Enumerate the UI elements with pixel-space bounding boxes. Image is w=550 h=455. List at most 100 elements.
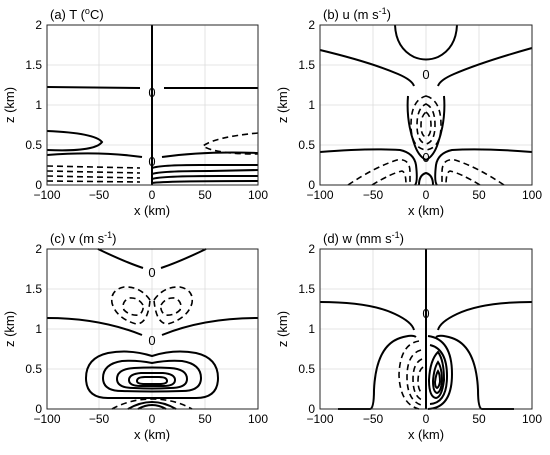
u-contour-zero-upper [319,47,533,87]
u-contour-core-outer [410,95,442,151]
panel-b-title: (b) u (m s-1) [323,6,391,22]
panel-a-xticks: −100 −50 0 50 100 [33,188,268,202]
y-tick-label: 1.5 [25,58,42,72]
panel-d: 0 (d) w (mm s-1) −100 −50 0 50 100 0 0.5… [275,230,542,442]
x-tick-label: −100 [306,188,333,202]
panel-c-xticks: −100 −50 0 50 100 [33,412,268,426]
u-contour-zero-lower [319,148,533,186]
t-contour-neg-1 [46,165,141,169]
contour-label: 0 [422,67,429,82]
x-tick-label: 0 [423,412,430,426]
v-contour-neg-left-inner [122,297,144,316]
x-tick-label: −100 [33,412,60,426]
panel-a: 0 0 (a) T (oC) −100 −50 0 50 100 0 0.5 1… [2,6,268,218]
w-contour-pos-3 [427,350,446,400]
w-contour-pos-5 [433,369,442,390]
w-contour-neg-4 [417,366,424,395]
contour-label: 0 [148,265,155,280]
u-contour-neg-right-1 [441,158,505,186]
x-tick-label: −50 [89,412,110,426]
y-axis-label: z (km) [2,87,17,123]
x-tick-label: 50 [472,188,486,202]
panel-c-yticks: 0 0.5 1 1.5 2 [25,242,42,416]
v-contour-neg-right-inner [160,297,182,316]
t-contour-warm-left [46,130,104,152]
panel-c-frame [46,248,259,410]
y-axis-label: z (km) [275,311,290,347]
panel-b-yticks: 0 0.5 1 1.5 2 [298,18,315,192]
y-tick-label: 1.5 [298,282,315,296]
y-tick-label: 0.5 [298,362,315,376]
x-tick-label: 50 [198,412,212,426]
y-tick-label: 0 [308,178,315,192]
v-contour-neg-left-outer [110,286,151,325]
u-contour-neg-right-2 [445,170,481,186]
w-contour-zero-upper [319,301,533,331]
x-tick-label: −100 [306,412,333,426]
x-tick-label: 100 [248,188,268,202]
panel-a-contours [46,25,259,185]
y-tick-label: 0 [35,178,42,192]
y-tick-label: 0.5 [298,138,315,152]
y-tick-label: 1.5 [25,282,42,296]
v-contour-surface-1 [127,400,177,410]
w-contour-pos-1 [427,335,454,410]
contour-label: 0 [148,85,155,100]
t-contour-zero-upper [46,86,258,89]
y-tick-label: 0.5 [25,138,42,152]
panel-b-grid [320,25,532,185]
panel-a-yticks: 0 0.5 1 1.5 2 [25,18,42,192]
panel-b-xticks: −100 −50 0 50 100 [306,188,542,202]
panel-b-contours [319,24,533,186]
x-tick-label: 100 [522,412,542,426]
y-tick-label: 0 [35,402,42,416]
y-tick-label: 0.5 [25,362,42,376]
x-tick-label: 50 [472,412,486,426]
panel-c-contours [46,248,259,410]
v-contour-surface-2 [137,403,167,410]
x-tick-label: 100 [248,412,268,426]
x-axis-label: x (km) [408,427,444,442]
y-axis-label: z (km) [275,87,290,123]
x-tick-label: −100 [33,188,60,202]
u-contour-top [394,24,458,61]
panel-a-frame [46,24,259,186]
u-contour-pos-surface [418,171,434,186]
y-tick-label: 2 [308,18,315,32]
contour-label: 0 [422,150,429,165]
panel-d-title: (d) w (mm s-1) [323,230,404,246]
x-tick-label: −50 [363,412,384,426]
x-axis-label: x (km) [134,427,170,442]
t-contour-pos-3 [151,175,258,180]
y-tick-label: 2 [308,242,315,256]
x-tick-label: 100 [522,188,542,202]
panel-a-title: (a) T (oC) [50,6,104,22]
v-contour-zero-top [97,248,207,269]
x-axis-label: x (km) [134,203,170,218]
v-contour-pos-2 [101,359,203,393]
panel-d-contours [319,249,533,410]
v-contour-pos-5 [135,376,169,385]
panel-c: 0 0 (c) v (m s-1) −100 −50 0 50 100 0 0.… [2,230,268,442]
w-contour-pos-2 [429,344,449,405]
y-tick-label: 1 [35,322,42,336]
panel-d-frame [319,248,533,410]
u-contour-core-mid [416,103,436,145]
t-contour-cold-right [201,132,259,155]
v-contour-surface-neg [111,398,193,410]
w-contour-zero-surface [338,334,514,410]
y-tick-label: 0 [308,402,315,416]
v-contour-pos-3 [115,366,189,390]
u-contour-zero-mid [406,95,446,162]
t-contour-pos-2 [151,169,259,175]
y-tick-label: 2 [35,242,42,256]
contour-label: 0 [148,333,155,348]
y-axis-label: z (km) [2,311,17,347]
x-tick-label: −50 [363,188,384,202]
v-contour-pos-4 [127,372,177,387]
t-contour-neg-4 [46,180,141,183]
panel-b-frame [319,24,533,186]
x-tick-label: −50 [89,188,110,202]
t-contour-pos-4 [151,180,259,184]
